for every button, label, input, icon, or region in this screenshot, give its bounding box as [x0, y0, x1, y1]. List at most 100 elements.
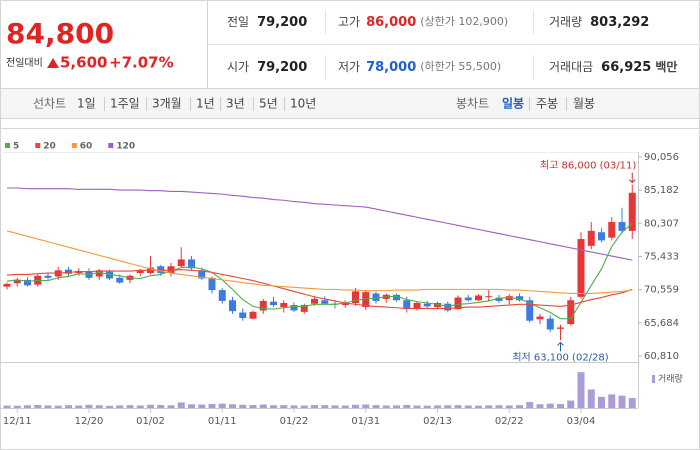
volume-bar	[454, 405, 462, 408]
volume-bar	[587, 389, 595, 408]
candle-tab[interactable]: 주봉	[536, 97, 558, 111]
tab-group-label: 봉차트	[456, 97, 489, 111]
volume-bar	[434, 405, 441, 408]
candle-body	[95, 270, 103, 277]
volume-bar	[362, 404, 370, 408]
stat: 고가 86,000 (상한가 102,900)	[338, 15, 508, 30]
volume-bar	[628, 398, 636, 408]
candle-body	[536, 316, 544, 320]
candle-body	[557, 327, 564, 329]
volume-bar	[331, 405, 339, 408]
candle-body	[24, 279, 31, 286]
volume-bar	[290, 405, 298, 408]
legend-label: 20	[43, 142, 56, 152]
volume-bar	[85, 404, 93, 408]
legend-label: 120	[116, 142, 135, 152]
period-tab[interactable]: 1주일	[110, 97, 140, 111]
volume-label: 거래량	[658, 373, 683, 385]
x-tick-label: 01/22	[280, 416, 309, 427]
volume-bar	[157, 405, 165, 408]
volume-bar	[13, 405, 21, 408]
period-tab[interactable]: 1일	[77, 97, 96, 111]
legend-swatch	[71, 143, 77, 148]
stat-value: 79,200	[257, 60, 307, 75]
stat-sub: (하한가 55,500)	[420, 59, 501, 73]
candle-body	[270, 301, 277, 306]
candle-body	[526, 300, 534, 321]
volume-bar	[618, 395, 626, 408]
legend-swatch	[652, 375, 655, 383]
volume-bar	[3, 405, 11, 408]
stat-value: 78,000	[366, 60, 416, 75]
period-tab[interactable]: 3년	[226, 97, 245, 111]
x-tick-label: 01/02	[136, 416, 165, 427]
volume-bar	[577, 372, 585, 408]
candle-body	[598, 232, 605, 241]
change-label: 전일대비	[6, 57, 43, 69]
candle-body	[198, 270, 206, 279]
volume-bar	[557, 404, 564, 408]
candle-body	[136, 270, 144, 274]
candle-body	[311, 298, 318, 304]
stat-value: 66,925	[601, 60, 651, 75]
candle-body	[505, 296, 513, 301]
y-tick-label: 60,810	[644, 351, 679, 362]
volume-bar	[321, 405, 329, 408]
low-annotation: 최저 63,100 (02/28)	[512, 351, 608, 363]
candle-tab[interactable]: 월봉	[573, 97, 595, 111]
period-tab[interactable]: 10년	[290, 97, 316, 111]
volume-bar	[65, 405, 72, 408]
candle-body	[280, 302, 288, 308]
volume-bar	[444, 405, 452, 408]
tab-bar	[0, 88, 700, 119]
volume-bar	[413, 405, 421, 408]
volume-bar	[608, 394, 616, 408]
stat-label: 시가	[227, 60, 249, 74]
candle-body	[352, 291, 359, 303]
candle-body	[259, 300, 267, 311]
legend-swatch	[108, 143, 114, 148]
volume-bar	[423, 405, 431, 408]
candle-body	[362, 292, 370, 308]
candle-body	[13, 279, 21, 284]
candle-tab[interactable]: 일봉	[502, 97, 524, 111]
stat-label: 거래대금	[549, 60, 593, 74]
period-tab[interactable]: 5년	[259, 97, 278, 111]
stat: 전일 79,200	[227, 15, 307, 30]
up-triangle	[47, 58, 59, 68]
volume-bar	[382, 405, 390, 408]
stat: 거래대금 66,925 백만	[549, 59, 677, 75]
volume-bar	[259, 404, 267, 408]
price-box	[0, 0, 208, 89]
stat: 저가 78,000 (하한가 55,500)	[338, 59, 501, 75]
volume-bar	[126, 405, 134, 408]
volume-bar	[95, 405, 103, 408]
candle-body	[464, 297, 472, 301]
stat-value: 79,200	[257, 15, 307, 30]
candle-body	[106, 271, 113, 279]
low-arrow	[557, 341, 564, 352]
volume-bar	[75, 405, 83, 408]
candle-body	[372, 293, 380, 301]
x-tick-label: 12/11	[3, 416, 32, 427]
x-tick-label: 03/04	[567, 416, 596, 427]
volume-bar	[352, 404, 359, 408]
x-tick-label: 01/11	[208, 416, 237, 427]
volume-bar	[311, 405, 318, 408]
volume-bar	[567, 400, 575, 408]
candle-body	[485, 296, 493, 298]
candle-body	[341, 302, 349, 306]
tab-group-label: 선차트	[33, 97, 66, 111]
x-tick-label: 02/13	[423, 416, 452, 427]
volume-bar	[475, 405, 482, 408]
y-tick-label: 90,056	[644, 152, 679, 163]
period-tab[interactable]: 1년	[196, 97, 215, 111]
y-tick-label: 85,182	[644, 185, 679, 196]
candle-body	[495, 297, 503, 301]
change-pct: +7.07%	[109, 54, 174, 72]
volume-bar	[34, 404, 42, 408]
period-tab[interactable]: 3개월	[152, 97, 182, 111]
candle-body	[587, 230, 595, 246]
volume-bar	[44, 405, 52, 408]
candle-body	[239, 312, 247, 318]
